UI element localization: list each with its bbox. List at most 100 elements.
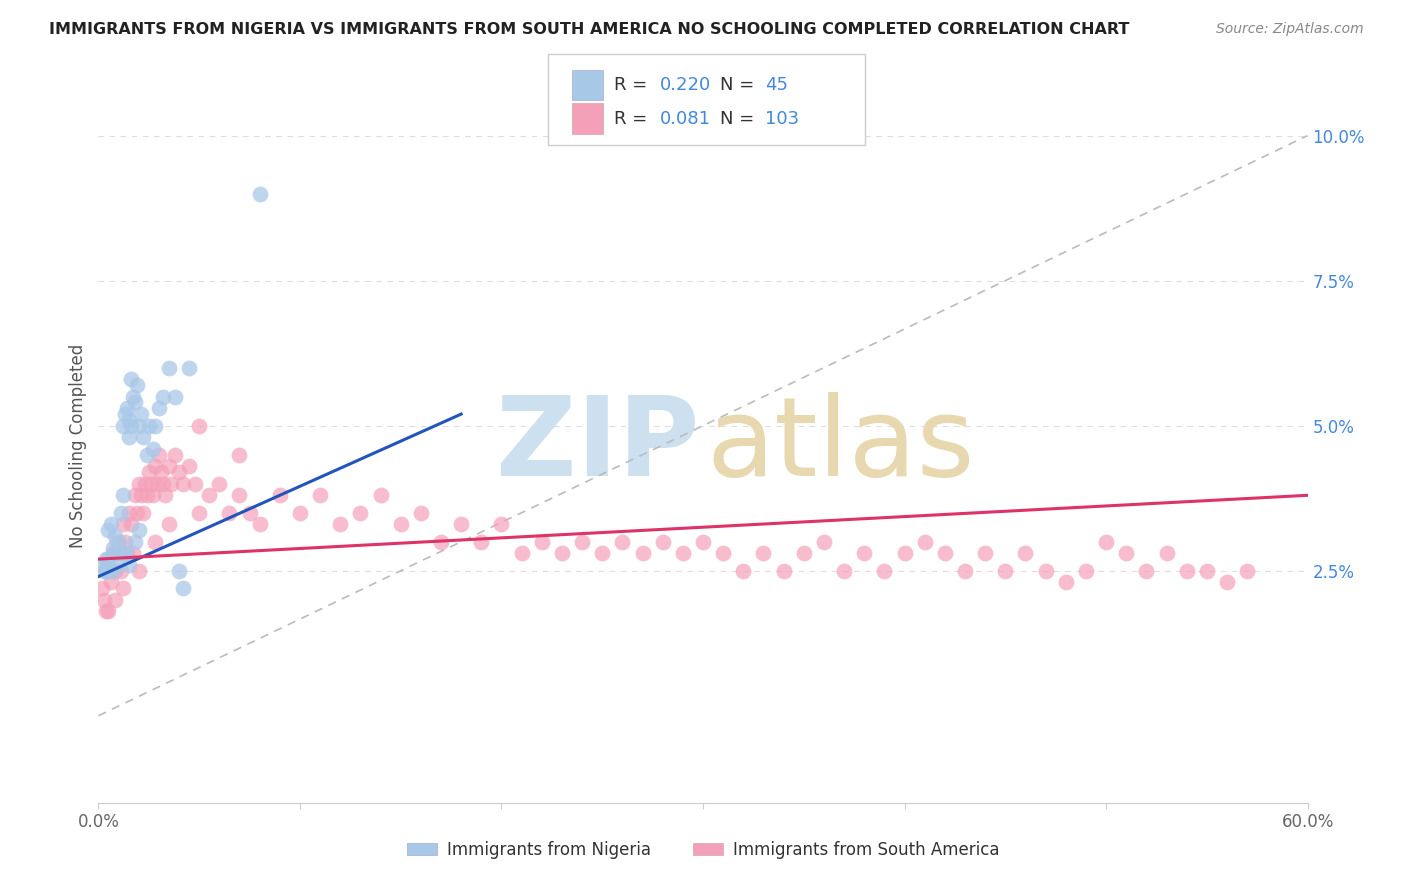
- Point: [107, 546, 129, 560]
- Point: [115, 546, 138, 560]
- Point: [157, 360, 180, 375]
- Point: [349, 506, 371, 520]
- Point: [101, 541, 124, 555]
- Text: R =: R =: [614, 110, 654, 128]
- Point: [103, 564, 125, 578]
- Point: [510, 546, 533, 560]
- Point: [139, 476, 162, 491]
- Point: [128, 564, 150, 578]
- Point: [143, 534, 166, 549]
- Point: [160, 476, 183, 491]
- Point: [733, 564, 755, 578]
- Point: [153, 488, 176, 502]
- Point: [100, 575, 122, 590]
- Point: [91, 581, 114, 595]
- Point: [491, 517, 513, 532]
- Point: [149, 465, 172, 479]
- Point: [249, 186, 271, 201]
- Point: [125, 378, 148, 392]
- Point: [120, 418, 142, 433]
- Point: [121, 546, 143, 560]
- Point: [430, 534, 453, 549]
- Point: [114, 546, 136, 560]
- Point: [172, 476, 194, 491]
- Point: [114, 534, 136, 549]
- Text: N =: N =: [720, 76, 759, 94]
- Point: [813, 534, 835, 549]
- Point: [873, 564, 896, 578]
- Point: [103, 546, 125, 560]
- Point: [125, 506, 148, 520]
- Point: [288, 506, 311, 520]
- Point: [1115, 546, 1137, 560]
- Point: [651, 534, 673, 549]
- Point: [450, 517, 472, 532]
- Point: [129, 407, 152, 421]
- Point: [132, 430, 155, 444]
- Point: [470, 534, 492, 549]
- Point: [389, 517, 412, 532]
- Point: [1054, 575, 1077, 590]
- Point: [103, 592, 125, 607]
- Point: [128, 418, 150, 433]
- Point: [121, 390, 143, 404]
- Point: [1236, 564, 1258, 578]
- Legend: Immigrants from Nigeria, Immigrants from South America: Immigrants from Nigeria, Immigrants from…: [401, 835, 1005, 866]
- Point: [105, 558, 128, 572]
- Point: [96, 564, 118, 578]
- Point: [146, 476, 169, 491]
- Point: [1195, 564, 1218, 578]
- Point: [157, 459, 180, 474]
- Point: [143, 418, 166, 433]
- Point: [128, 523, 150, 537]
- Point: [97, 523, 120, 537]
- Point: [612, 534, 634, 549]
- Point: [111, 517, 134, 532]
- Point: [138, 465, 160, 479]
- Text: Source: ZipAtlas.com: Source: ZipAtlas.com: [1216, 22, 1364, 37]
- Point: [110, 506, 132, 520]
- Point: [115, 401, 138, 416]
- Point: [152, 476, 174, 491]
- Point: [114, 407, 136, 421]
- Point: [107, 534, 129, 549]
- Point: [752, 546, 775, 560]
- Point: [172, 581, 194, 595]
- Text: 0.081: 0.081: [659, 110, 710, 128]
- Point: [96, 552, 118, 566]
- Point: [188, 506, 211, 520]
- Point: [114, 546, 136, 560]
- Point: [228, 448, 250, 462]
- Point: [124, 488, 146, 502]
- Point: [135, 488, 157, 502]
- Point: [128, 476, 150, 491]
- Point: [103, 529, 125, 543]
- Point: [101, 546, 124, 560]
- Point: [631, 546, 654, 560]
- Point: [329, 517, 352, 532]
- Point: [120, 372, 142, 386]
- Point: [129, 488, 152, 502]
- Point: [793, 546, 815, 560]
- Point: [91, 558, 114, 572]
- Point: [179, 360, 201, 375]
- Text: atlas: atlas: [707, 392, 976, 500]
- Point: [124, 395, 146, 409]
- Y-axis label: No Schooling Completed: No Schooling Completed: [69, 344, 87, 548]
- Point: [893, 546, 915, 560]
- Point: [953, 564, 976, 578]
- Point: [93, 564, 115, 578]
- Point: [571, 534, 593, 549]
- Point: [132, 506, 155, 520]
- Point: [672, 546, 695, 560]
- Point: [692, 534, 714, 549]
- Point: [309, 488, 332, 502]
- Point: [184, 476, 207, 491]
- Point: [832, 564, 855, 578]
- Point: [409, 506, 432, 520]
- Point: [1014, 546, 1036, 560]
- Text: 45: 45: [765, 76, 787, 94]
- Text: ZIP: ZIP: [496, 392, 699, 500]
- Text: R =: R =: [614, 76, 654, 94]
- Point: [228, 488, 250, 502]
